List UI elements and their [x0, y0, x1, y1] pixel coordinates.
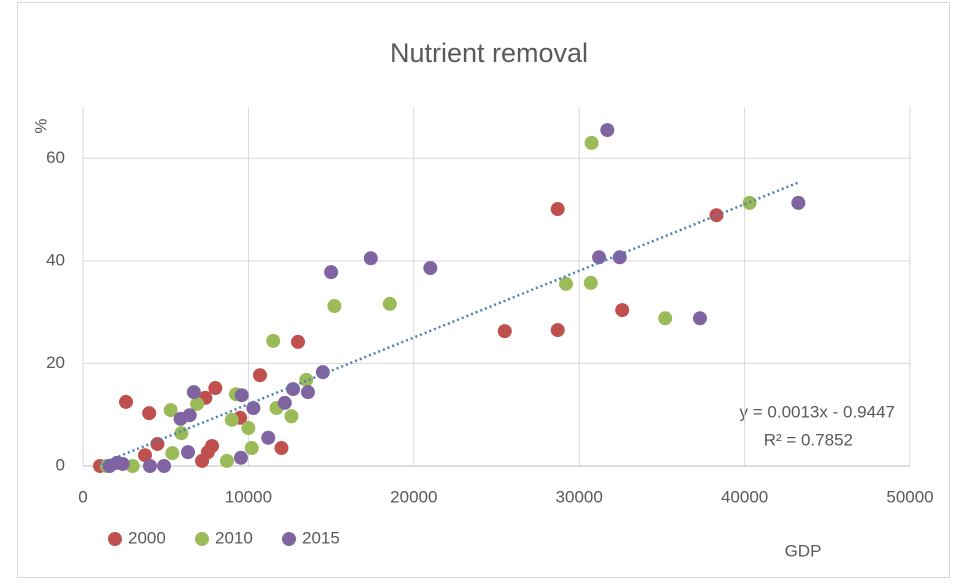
legend-label: 2015 [302, 528, 340, 547]
x-axis-label: GDP [785, 541, 822, 560]
x-tick-label: 0 [78, 487, 87, 506]
trendline-equation: y = 0.0013x - 0.9447 [740, 402, 895, 421]
x-tick-label: 50000 [886, 487, 933, 506]
point [658, 311, 673, 326]
point [234, 388, 249, 403]
point [600, 123, 615, 138]
point [181, 445, 196, 460]
point [291, 334, 306, 349]
point [186, 385, 201, 400]
point [241, 421, 256, 436]
point [791, 195, 806, 210]
point [284, 409, 299, 424]
legend-marker [108, 532, 122, 546]
point [157, 459, 172, 473]
legend-marker [282, 532, 296, 546]
y-axis-label: % [31, 118, 50, 133]
point [327, 298, 342, 313]
x-tick-label: 40000 [721, 487, 768, 506]
point [286, 382, 301, 397]
point [615, 303, 630, 318]
point [583, 275, 598, 290]
trendline [99, 181, 799, 466]
x-tick-label: 20000 [390, 487, 437, 506]
point [119, 394, 134, 409]
point [224, 412, 239, 427]
point [277, 395, 292, 410]
point [584, 135, 599, 150]
point [190, 396, 205, 411]
y-tick-label: 20 [46, 353, 65, 372]
point [252, 368, 267, 383]
trendline-r-squared: R² = 0.7852 [764, 430, 853, 449]
point [550, 323, 565, 338]
x-tick-label: 30000 [556, 487, 603, 506]
point [558, 276, 573, 291]
point [208, 381, 223, 396]
point [324, 265, 339, 280]
point [274, 441, 289, 456]
legend-label: 2000 [128, 528, 166, 547]
point [423, 261, 438, 276]
point [261, 430, 276, 445]
point [709, 208, 724, 223]
point [174, 426, 189, 441]
point [165, 446, 180, 461]
y-tick-label: 0 [56, 455, 65, 474]
point [363, 251, 378, 266]
point [195, 453, 210, 468]
point [163, 403, 178, 418]
point [266, 333, 281, 348]
point [182, 408, 197, 423]
point [233, 450, 248, 465]
legend-marker [195, 532, 209, 546]
point [692, 311, 707, 326]
point [138, 448, 153, 463]
chart-title: Nutrient removal [390, 38, 588, 68]
point [592, 250, 607, 265]
x-tick-label: 10000 [225, 487, 272, 506]
point [550, 202, 565, 217]
point [142, 406, 157, 421]
point [382, 296, 397, 311]
point [612, 250, 627, 265]
point [300, 385, 315, 400]
y-tick-label: 40 [46, 250, 65, 269]
chart-border [17, 2, 950, 578]
point [244, 441, 259, 456]
point [142, 459, 157, 473]
y-tick-label: 60 [46, 148, 65, 167]
legend-label: 2010 [215, 528, 253, 547]
point [219, 453, 234, 468]
point [497, 324, 512, 339]
point [299, 372, 314, 387]
point [115, 456, 130, 471]
